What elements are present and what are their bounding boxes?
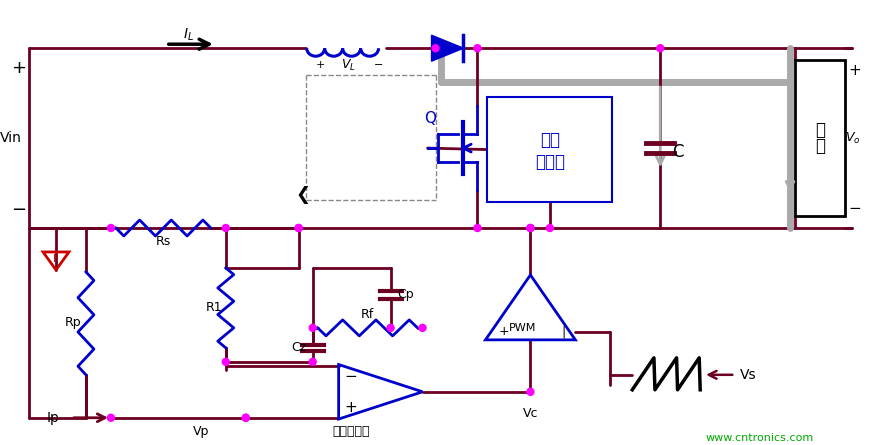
Circle shape — [308, 324, 315, 332]
Text: −: − — [344, 369, 356, 384]
Circle shape — [419, 324, 426, 332]
Circle shape — [527, 388, 534, 395]
Text: −: − — [374, 60, 383, 70]
Text: C: C — [672, 143, 683, 161]
Text: $I_L$: $I_L$ — [183, 27, 194, 44]
Text: 驅動器: 驅動器 — [534, 153, 564, 170]
Text: 电流放大器: 电流放大器 — [331, 425, 369, 438]
Text: $V_o$: $V_o$ — [845, 130, 859, 146]
Circle shape — [546, 224, 553, 231]
Circle shape — [387, 324, 394, 332]
Circle shape — [474, 224, 481, 231]
Circle shape — [295, 224, 302, 231]
Text: PWM: PWM — [508, 323, 535, 333]
Circle shape — [222, 358, 229, 365]
Circle shape — [107, 414, 115, 421]
Text: Ip: Ip — [47, 411, 59, 425]
Text: −: − — [847, 201, 860, 215]
Text: F: F — [53, 254, 59, 264]
Circle shape — [222, 224, 229, 231]
Text: Rp: Rp — [64, 316, 81, 329]
Text: 負: 負 — [814, 121, 824, 139]
Bar — [794, 60, 844, 216]
Text: +: + — [11, 59, 27, 77]
Circle shape — [107, 224, 115, 231]
Text: |: | — [561, 325, 565, 338]
Circle shape — [474, 44, 481, 52]
Circle shape — [527, 224, 534, 231]
Text: www.cntronics.com: www.cntronics.com — [706, 433, 813, 443]
Text: +: + — [498, 325, 508, 338]
Circle shape — [242, 414, 249, 421]
Text: Rs: Rs — [156, 235, 171, 248]
Circle shape — [527, 224, 534, 231]
Circle shape — [432, 44, 439, 52]
Polygon shape — [431, 35, 463, 61]
Text: 載: 載 — [814, 137, 824, 155]
Text: Vp: Vp — [192, 425, 209, 438]
Circle shape — [295, 224, 302, 231]
Circle shape — [656, 44, 663, 52]
Text: 閘極: 閘極 — [540, 130, 560, 149]
Text: Cz: Cz — [291, 341, 306, 354]
Text: +: + — [847, 63, 860, 78]
Text: +: + — [344, 400, 356, 415]
Text: R1: R1 — [205, 301, 222, 315]
Text: Cp: Cp — [397, 288, 414, 301]
Circle shape — [242, 414, 249, 421]
Text: Vin: Vin — [0, 131, 22, 145]
Text: −: − — [11, 201, 27, 219]
Text: $V_L$: $V_L$ — [341, 58, 355, 73]
Bar — [487, 97, 612, 202]
Circle shape — [308, 358, 315, 365]
Text: ❮: ❮ — [295, 186, 310, 204]
Text: Q: Q — [424, 111, 436, 125]
Text: Vs: Vs — [740, 368, 756, 382]
Text: Rf: Rf — [361, 308, 374, 321]
Text: Vc: Vc — [522, 407, 538, 420]
Text: +: + — [315, 60, 325, 70]
